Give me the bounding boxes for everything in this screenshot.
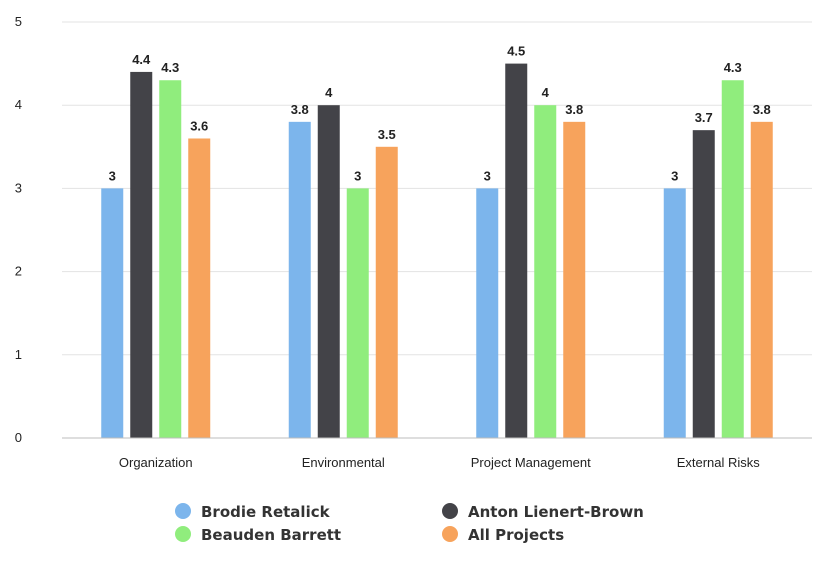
data-label: 4.4 <box>132 52 151 67</box>
legend-label: All Projects <box>468 526 564 544</box>
data-label: 4.3 <box>724 60 742 75</box>
y-tick-label: 2 <box>15 264 22 279</box>
y-tick-label: 1 <box>15 347 22 362</box>
data-label: 3.8 <box>565 102 583 117</box>
bar-brodie-retalick-organization[interactable] <box>101 188 124 438</box>
bar-all-projects-environmental[interactable] <box>375 146 398 439</box>
legend-label: Brodie Retalick <box>201 503 331 521</box>
legend-swatch <box>442 503 458 519</box>
y-tick-label: 4 <box>15 97 22 112</box>
axes: 0 1 2 3 4 5 Organization Environmental Project M… <box>15 14 812 470</box>
bar-brodie-retalick-environmental[interactable] <box>288 121 311 438</box>
legend-label: Beauden Barrett <box>201 526 341 544</box>
legend-swatch <box>175 526 191 542</box>
legend-swatch <box>442 526 458 542</box>
bar-beauden-barrett-external-risks[interactable] <box>721 80 744 439</box>
data-label: 3 <box>354 168 361 183</box>
bar-anton-lienert-brown-organization[interactable] <box>130 71 153 439</box>
bar-brodie-retalick-project-management[interactable] <box>476 188 499 438</box>
bar-anton-lienert-brown-project-management[interactable] <box>505 63 528 438</box>
bar-all-projects-organization[interactable] <box>188 138 211 439</box>
legend-item-beauden-barrett[interactable]: Beauden Barrett <box>175 526 341 544</box>
data-label: 3.5 <box>378 127 396 142</box>
gridlines <box>62 21 812 356</box>
legend: Brodie Retalick Anton Lienert-Brown Beaude… <box>175 503 644 544</box>
data-label: 4 <box>542 85 550 100</box>
bar-anton-lienert-brown-external-risks[interactable] <box>692 130 715 438</box>
y-tick-label: 0 <box>15 430 22 445</box>
x-tick-label: Project Management <box>471 455 591 470</box>
bar-brodie-retalick-external-risks[interactable] <box>663 188 686 438</box>
x-tick-label: Environmental <box>302 455 385 470</box>
x-tick-label: Organization <box>119 455 193 470</box>
y-tick-label: 5 <box>15 14 22 29</box>
legend-item-anton-lienert-brown[interactable]: Anton Lienert-Brown <box>442 503 644 521</box>
bar-all-projects-project-management[interactable] <box>563 121 586 438</box>
data-label: 3.6 <box>190 118 208 133</box>
y-tick-label: 3 <box>15 180 22 195</box>
legend-item-all-projects[interactable]: All Projects <box>442 526 564 544</box>
bar-beauden-barrett-project-management[interactable] <box>534 105 557 438</box>
legend-item-brodie-retalick[interactable]: Brodie Retalick <box>175 503 331 521</box>
data-label: 3 <box>109 168 116 183</box>
legend-label: Anton Lienert-Brown <box>468 503 644 521</box>
data-label: 4 <box>325 85 333 100</box>
data-label: 3.8 <box>291 102 309 117</box>
bar-beauden-barrett-organization[interactable] <box>159 80 182 439</box>
bar-beauden-barrett-environmental[interactable] <box>346 188 369 438</box>
data-labels: 3 4.4 4.3 3.6 3.8 4 3 3.5 3 4.5 4 3.8 3 3.7 4.3 3.8 <box>109 44 771 184</box>
legend-swatch <box>175 503 191 519</box>
x-tick-label: External Risks <box>677 455 761 470</box>
data-label: 3.8 <box>753 102 771 117</box>
data-label: 4.3 <box>161 60 179 75</box>
data-label: 3 <box>484 168 491 183</box>
bar-anton-lienert-brown-environmental[interactable] <box>317 105 340 438</box>
bar-all-projects-external-risks[interactable] <box>750 121 773 438</box>
data-label: 4.5 <box>507 44 525 59</box>
bars <box>101 63 773 439</box>
data-label: 3.7 <box>695 110 713 125</box>
data-label: 3 <box>671 168 678 183</box>
